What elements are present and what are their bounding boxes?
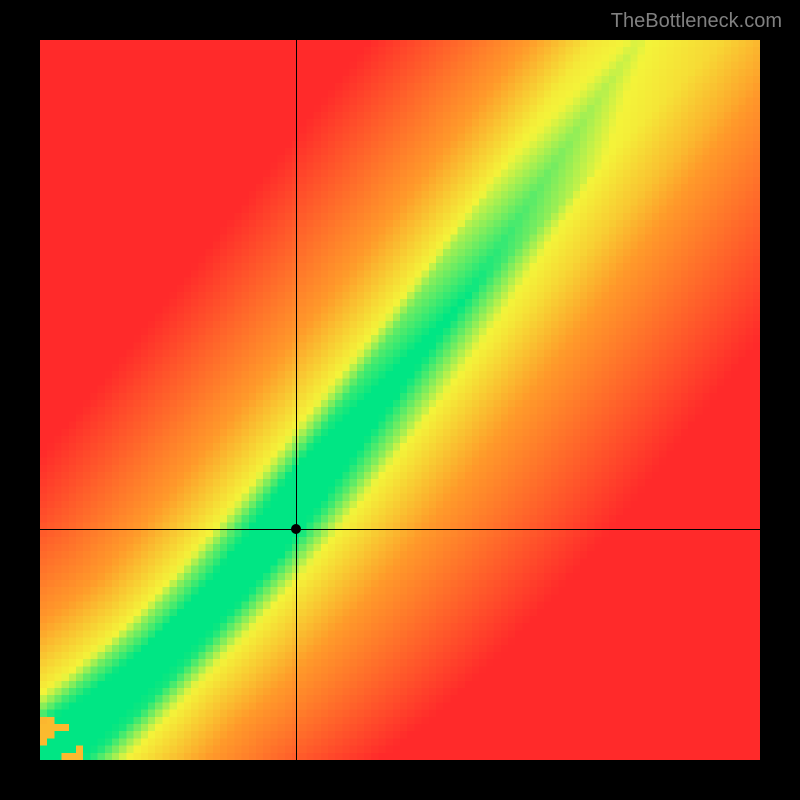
heatmap-plot [40,40,760,760]
marker-point [291,524,301,534]
crosshair-vertical [296,40,297,760]
watermark-text: TheBottleneck.com [611,10,782,33]
heatmap-canvas [40,40,760,760]
crosshair-horizontal [40,529,760,530]
